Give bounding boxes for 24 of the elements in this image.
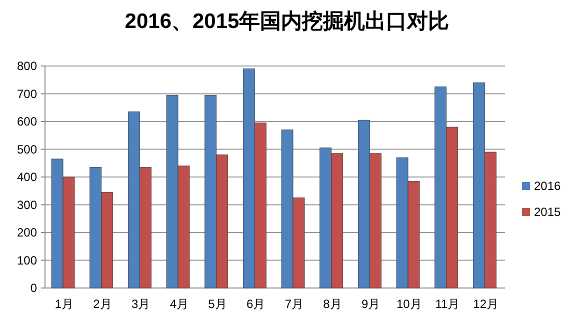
y-tick-label: 700 (16, 86, 38, 101)
x-tick-label: 12月 (473, 297, 499, 311)
x-tick-label: 1月 (54, 297, 74, 311)
y-tick-label: 400 (16, 170, 38, 184)
x-tick-label: 6月 (246, 297, 266, 311)
y-tick-label: 100 (16, 253, 38, 268)
legend-label: 2016 (534, 179, 562, 193)
x-tick-label: 9月 (361, 297, 380, 311)
y-tick-label: 500 (16, 142, 38, 156)
chart-title: 2016、2015年国内挖掘机出口对比 (124, 10, 450, 33)
x-tick-label: 10月 (396, 297, 422, 311)
x-tick-label: 4月 (170, 297, 189, 311)
x-tick-label: 7月 (284, 297, 304, 311)
x-tick-label: 11月 (435, 297, 460, 311)
x-tick-label: 8月 (323, 297, 342, 311)
y-tick-label: 300 (16, 198, 38, 212)
x-tick-label: 5月 (208, 297, 227, 311)
legend-label: 2015 (534, 205, 562, 219)
x-tick-label: 2月 (93, 297, 112, 311)
y-tick-label: 200 (16, 226, 38, 240)
y-tick-label: 0 (30, 281, 38, 295)
y-tick-label: 600 (16, 114, 38, 128)
x-tick-label: 3月 (131, 297, 150, 311)
y-tick-label: 800 (16, 59, 38, 73)
